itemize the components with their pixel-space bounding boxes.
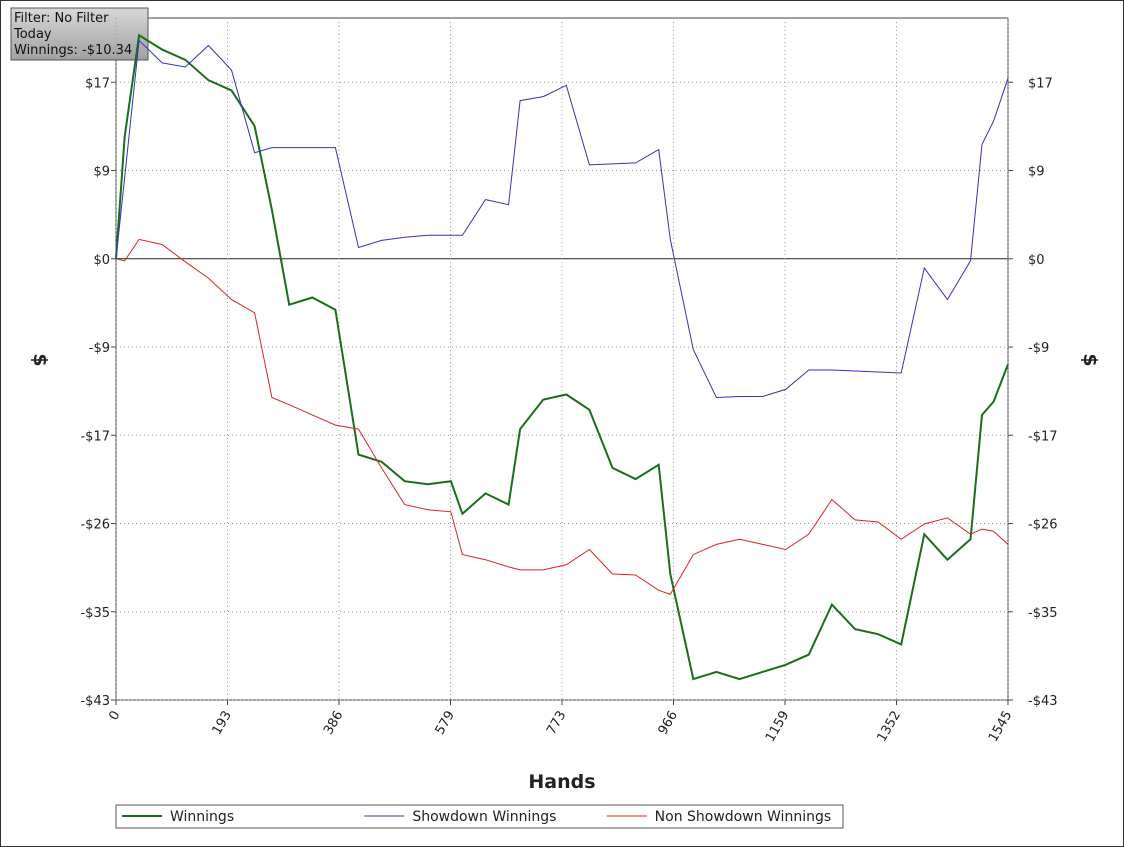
y-tick-label: $17 [85, 76, 110, 91]
legend-label: Non Showdown Winnings [655, 809, 831, 825]
series-line [115, 39, 1009, 399]
y-tick-label-right: $17 [1028, 76, 1053, 91]
legend-label: Winnings [170, 809, 234, 825]
y-tick-label-right: $9 [1028, 165, 1045, 180]
y-tick-label-right: -$9 [1028, 341, 1049, 356]
y-axis-title: $ [29, 353, 51, 366]
y-tick-label-right: $0 [1028, 253, 1045, 268]
y-tick-label: $0 [93, 253, 110, 268]
y-axis-title-right: $ [1079, 353, 1101, 366]
y-tick-label: $9 [93, 165, 110, 180]
info-line: Filter: No Filter [14, 11, 109, 26]
y-tick-label: -$9 [89, 341, 110, 356]
y-tick-label: -$17 [80, 429, 110, 444]
series-line [115, 238, 1009, 596]
legend-label: Showdown Winnings [412, 809, 556, 825]
legend-box [115, 804, 844, 829]
y-tick-label-right: -$17 [1028, 429, 1058, 444]
y-tick-label: -$26 [80, 518, 110, 533]
y-tick-label-right: -$35 [1028, 606, 1058, 621]
y-tick-label: -$43 [80, 694, 110, 709]
y-tick-label: -$35 [80, 606, 110, 621]
info-line: Today [13, 27, 52, 42]
info-box-bg [10, 7, 149, 61]
x-axis-title: Hands [528, 771, 595, 793]
y-tick-label-right: -$26 [1028, 518, 1058, 533]
info-line: Winnings: -$10.34 [14, 43, 132, 58]
y-tick-label-right: -$43 [1028, 694, 1058, 709]
series-line [115, 33, 1009, 681]
